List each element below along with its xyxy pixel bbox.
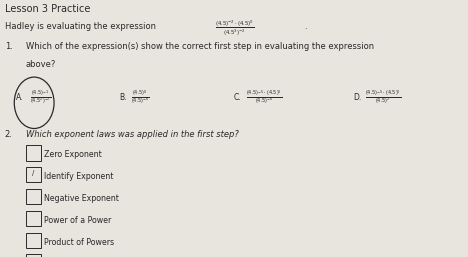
Text: $\frac{(4.5)^{-5}\cdot(4.5)^{0}}{(4.5)^{2}}$: $\frac{(4.5)^{-5}\cdot(4.5)^{0}}{(4.5)^{… (365, 89, 402, 107)
Text: B.: B. (119, 93, 127, 102)
Text: $\frac{(4.5)^{0}}{(4.5)^{-6}}$: $\frac{(4.5)^{0}}{(4.5)^{-6}}$ (131, 89, 150, 107)
Text: Hadley is evaluating the expression: Hadley is evaluating the expression (5, 22, 161, 31)
Text: above?: above? (26, 60, 56, 69)
Text: Power of a Power: Power of a Power (44, 216, 112, 225)
Text: C.: C. (234, 93, 241, 102)
Text: Identify Exponent: Identify Exponent (44, 172, 114, 181)
Text: .: . (304, 22, 307, 31)
Text: Product of Powers: Product of Powers (44, 238, 115, 247)
Text: Zero Exponent: Zero Exponent (44, 150, 102, 159)
Text: $\frac{(4.5)^{-5}\cdot(4.5)^{0}}{(4.5)^{-6}}$: $\frac{(4.5)^{-5}\cdot(4.5)^{0}}{(4.5)^{… (246, 89, 282, 107)
Text: D.: D. (353, 93, 362, 102)
Text: Negative Exponent: Negative Exponent (44, 194, 119, 203)
Text: /: / (32, 170, 35, 177)
Text: Which of the expression(s) show the correct first step in evaluating the express: Which of the expression(s) show the corr… (26, 42, 374, 51)
Text: $\frac{(4.5)^{-2}\cdot(4.5)^{0}}{(4.5^{3})^{-2}}$: $\frac{(4.5)^{-2}\cdot(4.5)^{0}}{(4.5^{3… (215, 19, 255, 39)
Text: Which exponent laws was applied in the first step?: Which exponent laws was applied in the f… (26, 130, 239, 139)
Text: Lesson 3 Practice: Lesson 3 Practice (5, 4, 90, 14)
Text: A.: A. (16, 93, 24, 102)
Text: 1.: 1. (5, 42, 13, 51)
Text: 2.: 2. (5, 130, 13, 139)
Text: $\frac{(4.5)^{-1}}{(4.5^{2})^{-2}}$: $\frac{(4.5)^{-1}}{(4.5^{2})^{-2}}$ (30, 89, 51, 107)
